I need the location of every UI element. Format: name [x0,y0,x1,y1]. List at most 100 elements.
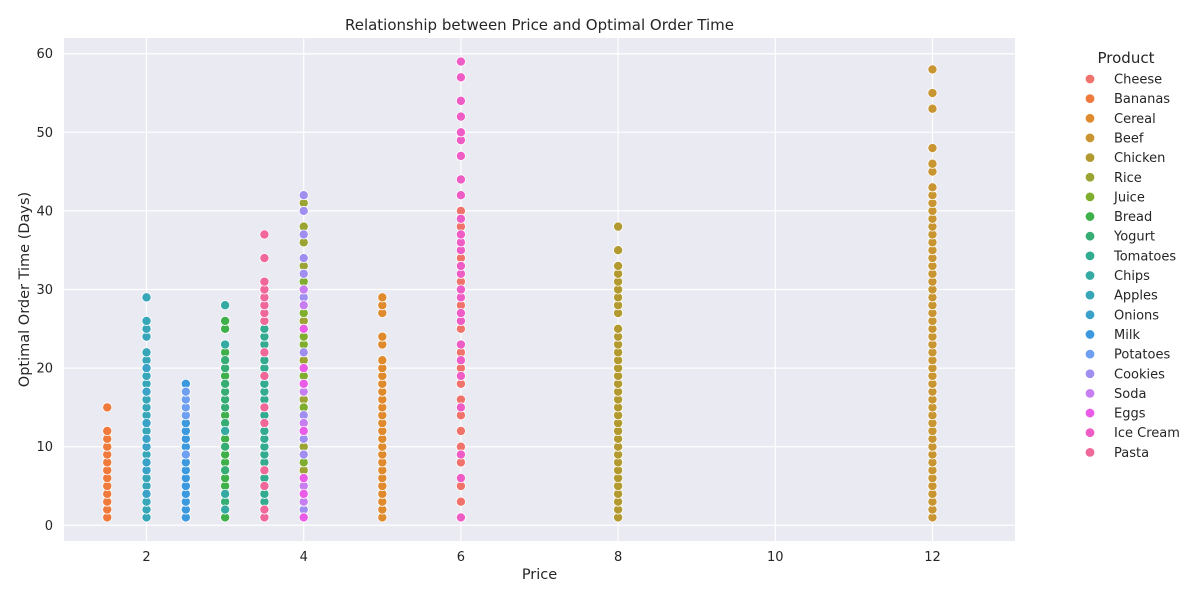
legend-marker [1084,329,1096,340]
data-point [455,111,466,122]
legend-item: Rice [1084,171,1142,186]
legend-item: Tomatoes [1084,249,1176,264]
data-point [259,347,270,358]
legend-marker [1084,250,1096,262]
data-point [102,425,113,436]
legend-label: Onions [1114,308,1159,323]
data-point [927,182,938,193]
data-point [455,355,466,366]
legend: Product Cheese Bananas Cereal Beef Chicken Ri… [1084,49,1180,461]
legend-marker [1084,388,1096,399]
legend-marker [1084,113,1096,124]
legend-marker [1084,427,1096,438]
series-tomatoes [259,323,270,507]
series-pasta [259,229,270,523]
data-point [298,300,309,311]
legend-label: Cereal [1114,112,1156,127]
data-point [220,339,231,350]
data-point [613,245,624,256]
data-point [141,457,152,468]
data-point [298,347,309,358]
data-point [298,473,309,484]
legend-item: Cheese [1084,73,1162,88]
data-point [259,402,270,413]
series-bananas [102,402,113,523]
series-chicken [613,221,624,523]
chart-title: Relationship between Price and Optimal O… [345,16,734,34]
data-point [455,339,466,350]
legend-marker [1084,289,1096,301]
legend-item: Cereal [1084,112,1156,127]
data-point [455,284,466,295]
data-point [455,512,466,523]
legend-marker [1084,211,1096,222]
data-point [298,488,309,499]
y-tick-label: 0 [45,519,53,534]
legend-label: Bananas [1114,92,1170,107]
data-point [220,378,231,389]
data-point [180,386,191,397]
legend-marker [1084,309,1096,321]
data-point [259,276,270,287]
legend-label: Rice [1114,171,1142,186]
data-point [298,363,309,374]
legend-label: Bread [1114,210,1152,225]
legend-marker [1084,172,1096,183]
legend-label: Cookies [1114,367,1165,382]
legend-label: Ice Cream [1114,426,1180,441]
legend-label: Eggs [1114,407,1146,422]
legend-marker [1084,191,1096,203]
data-point [455,190,466,201]
data-point [455,150,466,161]
data-point [298,253,309,264]
legend-marker [1084,132,1096,144]
data-point [141,433,152,444]
data-point [102,402,113,413]
data-point [927,158,938,169]
y-tick-label: 10 [36,440,53,455]
data-point [927,103,938,114]
legend-item: Yogurt [1084,230,1155,245]
legend-item: Potatoes [1084,348,1170,363]
legend-label: Soda [1114,387,1146,402]
legend-marker [1084,93,1096,104]
data-point [613,221,624,232]
series-bread [220,315,231,523]
data-point [220,355,231,366]
data-point [220,504,231,515]
legend-marker [1084,270,1096,281]
data-point [141,418,152,429]
series-chips [220,300,231,515]
data-point [220,300,231,311]
data-point [220,425,231,436]
y-tick-label: 50 [36,126,53,141]
data-point [377,292,388,303]
x-tick-label: 6 [457,550,465,565]
data-point [298,190,309,201]
legend-label: Cheese [1114,73,1162,88]
legend-item: Milk [1084,328,1140,343]
data-point [220,488,231,499]
data-point [298,268,309,279]
data-point [455,370,466,381]
series-eggs [298,323,309,523]
legend-item: Pasta [1084,446,1149,461]
data-point [455,425,466,436]
series-ice-cream [455,56,466,523]
data-point [455,213,466,224]
legend-label: Pasta [1114,446,1149,461]
data-point [259,370,270,381]
y-tick-label: 60 [36,47,53,62]
tick-labels: 2 4 6 8 10 12 0 10 20 30 40 50 60 [36,47,940,565]
x-tick-label: 2 [142,550,150,565]
data-point [259,504,270,515]
data-point [455,308,466,319]
data-point [298,284,309,295]
data-point [455,449,466,460]
legend-item: Apples [1084,289,1158,304]
legend-marker [1084,348,1096,360]
legend-label: Chicken [1114,151,1165,166]
series-beef [927,64,938,523]
data-point [455,260,466,271]
data-point [455,56,466,67]
